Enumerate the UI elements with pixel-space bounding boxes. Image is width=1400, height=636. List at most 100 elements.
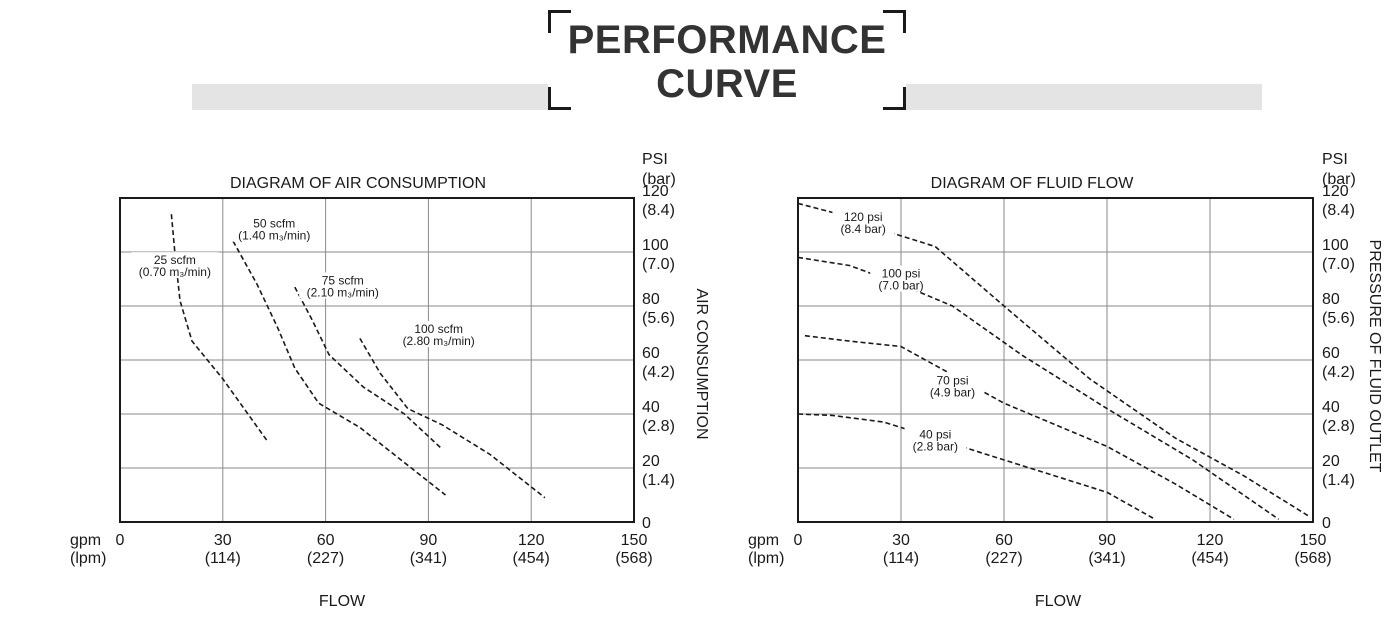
series-label-backing	[230, 215, 318, 242]
y-tick-label-sub: (4.2)	[642, 364, 675, 381]
series-label: 100 psi	[882, 267, 921, 281]
x-tick-label: 120	[518, 532, 545, 549]
y-tick-label-sub: (2.8)	[1322, 418, 1355, 435]
y-unit-label-sub: (bar)	[1322, 171, 1356, 188]
y-tick-label: 0	[1322, 515, 1331, 532]
series-label-sub: (0.70 m₃/min)	[139, 265, 211, 279]
y-tick-label: 80	[1322, 291, 1340, 308]
x-tick-label-sub: (341)	[410, 550, 447, 567]
page-title-line-2: CURVE	[656, 62, 798, 106]
series-line-100-psi	[797, 256, 1280, 520]
corner-bracket-top-right	[883, 10, 906, 33]
y-tick-label-sub: (4.2)	[1322, 364, 1355, 381]
series-line-40-psi	[797, 413, 1156, 520]
y-tick-label: 20	[642, 453, 660, 470]
x-tick-label-sub: (341)	[1088, 550, 1125, 567]
y-tick-label: 0	[642, 515, 651, 532]
y-tick-label-sub: (8.4)	[1322, 202, 1355, 219]
y-tick-label: 120	[642, 183, 669, 200]
y-tick-label: 80	[642, 291, 660, 308]
y-tick-label-sub: (7.0)	[642, 256, 675, 273]
x-tick-label: 150	[1300, 532, 1327, 549]
y-tick-label-sub: (1.4)	[1322, 472, 1355, 489]
x-axis-label: FLOW	[319, 593, 366, 610]
y-unit-label: PSI	[1322, 151, 1348, 168]
series-label-backing	[832, 208, 895, 235]
x-unit-label-sub: (lpm)	[748, 550, 784, 567]
y-tick-label: 120	[1322, 183, 1349, 200]
y-unit-label: PSI	[642, 151, 668, 168]
x-tick-label: 90	[420, 532, 438, 549]
page-title-frame: PERFORMANCE CURVE	[548, 10, 906, 110]
y-tick-label: 60	[642, 345, 660, 362]
series-line-25-scfm	[170, 214, 268, 442]
x-unit-label: gpm	[70, 532, 101, 549]
x-tick-label: 120	[1197, 532, 1224, 549]
series-label: 100 scfm	[414, 322, 463, 336]
x-tick-label: 0	[116, 532, 125, 549]
x-tick-label: 60	[995, 532, 1013, 549]
series-label: 40 psi	[919, 427, 951, 441]
y-tick-label: 100	[1322, 237, 1349, 254]
y-tick-label: 20	[1322, 453, 1340, 470]
series-label-sub: (2.80 m₃/min)	[403, 334, 475, 348]
series-line-100-scfm	[359, 337, 546, 499]
plot-frame	[797, 197, 1314, 523]
y-tick-label: 40	[1322, 399, 1340, 416]
series-label-backing	[131, 252, 219, 279]
chart-title: DIAGRAM OF FLUID FLOW	[931, 175, 1135, 192]
y-tick-label: 100	[642, 237, 669, 254]
chart-2: DIAGRAM OF FLUID FLOW PSI (bar) 0 20 (1.4) 40 (…	[748, 151, 1383, 610]
plot-frame	[119, 197, 635, 523]
series-line-50-scfm	[232, 240, 446, 496]
corner-bracket-top-left	[548, 10, 571, 33]
x-tick-label-sub: (114)	[883, 550, 919, 567]
series-line-75-scfm	[294, 286, 443, 450]
y-tick-label-sub: (5.6)	[1322, 310, 1355, 327]
corner-bracket-bottom-right	[883, 87, 906, 110]
x-tick-label: 30	[214, 532, 232, 549]
y-axis-label: AIR CONSUMPTION	[693, 288, 710, 439]
series-label: 75 scfm	[322, 273, 364, 287]
x-axis-label: FLOW	[1035, 593, 1082, 610]
x-tick-label-sub: (454)	[513, 550, 550, 567]
y-tick-label-sub: (1.4)	[642, 472, 675, 489]
x-tick-label: 30	[892, 532, 910, 549]
series-label-sub: (2.10 m₃/min)	[307, 285, 379, 299]
series-label-sub: (4.9 bar)	[930, 385, 975, 399]
series-label-sub: (7.0 bar)	[878, 279, 923, 293]
y-tick-label-sub: (5.6)	[642, 310, 675, 327]
x-tick-label: 150	[621, 532, 648, 549]
x-tick-label-sub: (227)	[307, 550, 344, 567]
x-tick-label-sub: (568)	[615, 550, 652, 567]
x-tick-label-sub: (454)	[1191, 550, 1228, 567]
y-tick-label: 60	[1322, 345, 1340, 362]
series-label-sub: (2.8 bar)	[913, 439, 958, 453]
y-tick-label-sub: (8.4)	[642, 202, 675, 219]
page-title-line-1: PERFORMANCE	[567, 18, 887, 62]
series-label: 50 scfm	[253, 217, 295, 231]
y-axis-label: PRESSURE OF FLUID OUTLET	[1366, 240, 1383, 473]
series-line-70-psi	[804, 334, 1235, 520]
x-unit-label-sub: (lpm)	[70, 550, 106, 567]
series-label: 120 psi	[844, 210, 883, 224]
series-label-backing	[904, 426, 967, 453]
series-label-backing	[921, 372, 984, 399]
x-unit-label: gpm	[748, 532, 779, 549]
y-unit-label-sub: (bar)	[642, 171, 676, 188]
series-label-backing	[870, 265, 932, 292]
series-label-backing	[299, 272, 387, 299]
x-tick-label-sub: (568)	[1294, 550, 1331, 567]
chart-title: DIAGRAM OF AIR CONSUMPTION	[230, 175, 486, 192]
y-tick-label: 40	[642, 399, 660, 416]
series-label: 25 scfm	[154, 253, 196, 267]
series-label-backing	[395, 321, 483, 347]
x-tick-label-sub: (227)	[985, 550, 1022, 567]
series-label-sub: (8.4 bar)	[841, 222, 886, 236]
series-label-sub: (1.40 m₃/min)	[238, 229, 310, 243]
chart-1: DIAGRAM OF AIR CONSUMPTION PSI (bar) 0 20 (1.…	[70, 151, 710, 610]
x-tick-label: 0	[794, 532, 803, 549]
x-tick-label: 90	[1098, 532, 1116, 549]
x-tick-label: 60	[317, 532, 335, 549]
series-label: 70 psi	[936, 373, 968, 387]
